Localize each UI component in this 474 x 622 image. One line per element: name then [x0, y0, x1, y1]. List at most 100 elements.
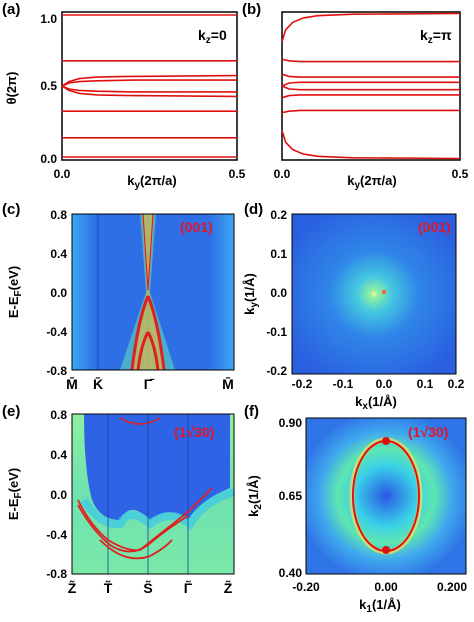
panel-f: (1√30) 0.90 0.65 0.40 k2(1/Å) -0.20 0.00…	[246, 416, 467, 615]
band-c-1	[142, 213, 149, 291]
y-tick-f-1: 0.90	[279, 416, 303, 430]
plot-frame-e	[71, 413, 235, 575]
panel-label-c: (c)	[2, 201, 20, 218]
x-tick-b-05: 0.5	[452, 167, 469, 181]
panel-a: kz=0 1.0 0.5 0.0 θ(2π) 0.0 0.5 ky(2π/a)	[4, 11, 246, 191]
y-tick-d-1: 0.2	[270, 208, 287, 222]
y-tick-e-4: -0.4	[46, 528, 67, 542]
band-line-a-5	[61, 85, 237, 93]
x-tick-d-2: -0.1	[333, 377, 354, 391]
band-line-b-5	[281, 85, 460, 91]
band-line-b-7	[281, 109, 460, 114]
x-tick-f-1: -0.20	[292, 580, 320, 594]
dirac-point-upper-f	[382, 437, 390, 445]
y-tick-c-3: 0.0	[50, 286, 67, 300]
band-e-4	[119, 417, 161, 425]
y-tick-d-3: 0.0	[270, 286, 287, 300]
y-tick-a-05: 0.5	[40, 79, 57, 93]
y-axis-label-e: E-EF(eV)	[6, 468, 24, 520]
x-tick-c-3: Γ̄	[144, 376, 155, 392]
band-line-a-3	[61, 74, 238, 87]
x-tick-e-1: Z̃	[68, 579, 77, 596]
x-axis-label-a: ky(2π/a)	[127, 173, 176, 191]
x-tick-e-3: S̃	[143, 579, 152, 596]
x-tick-c-2: K̄	[93, 375, 103, 392]
band-line-a-6	[61, 85, 238, 98]
x-tick-f-3: 0.200	[437, 580, 467, 594]
panel-d: (001) 0.2 0.1 0.0 -0.1 -0.2 ky(1/Å) -0.2…	[242, 208, 465, 412]
band-line-b-2	[281, 58, 460, 63]
band-c-4	[136, 331, 160, 371]
y-tick-f-2: 0.65	[279, 489, 303, 503]
x-tick-d-4: 0.1	[417, 377, 434, 391]
plot-frame-b	[281, 11, 461, 161]
band-c-2	[147, 213, 154, 291]
y-axis-label-d: ky(1/Å)	[242, 273, 260, 315]
band-c-3	[130, 295, 166, 371]
y-tick-a-0: 0.0	[40, 152, 57, 166]
x-ticks-e: Z̃ T̃ S̃ Γ̃ Z̃	[68, 579, 233, 596]
band-line-b-3	[281, 73, 460, 78]
plot-frame-f	[305, 417, 467, 575]
panel-label-a: (a)	[2, 1, 20, 18]
y-tick-c-5: -0.8	[46, 364, 67, 378]
band-e-3	[99, 539, 173, 560]
y-axis-label-a: θ(2π)	[4, 72, 19, 105]
x-tick-c-1: M̄	[66, 375, 78, 392]
x-axis-label-d: kx(1/Å)	[355, 394, 397, 412]
y-tick-c-4: -0.4	[46, 325, 67, 339]
panel-label-d: (d)	[244, 201, 263, 218]
x-tick-d-5: 0.2	[448, 377, 465, 391]
x-tick-d-1: -0.2	[292, 377, 313, 391]
x-tick-f-2: 0.00	[374, 580, 398, 594]
band-line-b-1	[281, 12, 461, 42]
y-tick-e-2: 0.4	[50, 448, 67, 462]
y-ticks-f: 0.90 0.65 0.40	[279, 416, 303, 580]
plot-frame-c	[71, 213, 235, 371]
y-tick-c-2: 0.4	[50, 247, 67, 261]
band-line-b-6	[281, 94, 460, 99]
tag-f: (1√30)	[408, 424, 448, 440]
y-tick-f-3: 0.40	[279, 566, 303, 580]
y-ticks-a: 1.0 0.5 0.0	[40, 12, 57, 166]
y-axis-label-f: k2(1/Å)	[246, 475, 264, 517]
x-axis-label-f: k1(1/Å)	[359, 597, 401, 615]
band-line-b-4	[281, 81, 460, 87]
dirac-point-lower-f	[382, 546, 390, 554]
x-ticks-f: -0.20 0.00 0.200	[292, 580, 467, 594]
y-ticks-d: 0.2 0.1 0.0 -0.1 -0.2	[266, 208, 287, 378]
x-tick-e-4: Γ̃	[184, 579, 193, 596]
band-lines-a	[61, 14, 238, 158]
x-tick-c-4: M̄	[222, 375, 234, 392]
y-tick-d-5: -0.2	[266, 364, 287, 378]
x-tick-a-0: 0.0	[54, 167, 71, 181]
plot-frame-d	[291, 213, 457, 375]
y-ticks-c: 0.8 0.4 0.0 -0.4 -0.8	[46, 208, 67, 378]
tag-e: (1√30)	[174, 424, 214, 440]
x-ticks-d: -0.2 -0.1 0.0 0.1 0.2	[292, 377, 465, 391]
x-tick-a-05: 0.5	[229, 167, 246, 181]
y-tick-e-5: -0.8	[46, 567, 67, 581]
y-tick-a-1: 1.0	[40, 12, 57, 26]
panel-b: kz=π 0.0 0.5 ky(2π/a)	[274, 11, 469, 191]
x-tick-e-2: T̃	[104, 579, 113, 596]
y-tick-d-2: 0.1	[270, 247, 287, 261]
panel-e: (1√30) 0.8 0.4 0.0 -0.4 -0.8 E-EF(eV) Z̃…	[6, 408, 236, 596]
tag-a: kz=0	[198, 27, 227, 46]
panel-label-e: (e)	[2, 403, 20, 420]
y-tick-e-1: 0.8	[50, 408, 67, 422]
band-e-2	[77, 504, 189, 553]
x-tick-d-3: 0.0	[376, 377, 393, 391]
y-axis-label-c: E-EF(eV)	[6, 266, 24, 318]
tag-d: (001)	[418, 219, 451, 235]
tag-c: (001)	[180, 219, 213, 235]
y-tick-c-1: 0.8	[50, 208, 67, 222]
y-ticks-e: 0.8 0.4 0.0 -0.4 -0.8	[46, 408, 67, 581]
x-axis-label-b: ky(2π/a)	[347, 173, 396, 191]
y-tick-e-3: 0.0	[50, 488, 67, 502]
band-line-b-8	[281, 130, 461, 160]
x-tick-e-5: Z̃	[224, 579, 233, 596]
x-ticks-c: M̄ K̄ Γ̄ M̄	[66, 375, 234, 392]
heatmap-d-bg	[292, 214, 456, 374]
